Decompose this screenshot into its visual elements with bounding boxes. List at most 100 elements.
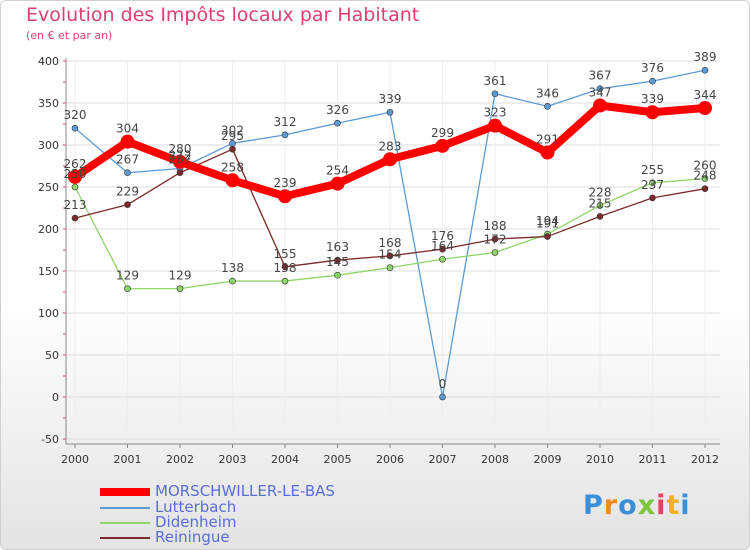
legend-label-reiningue: Reiningue (155, 528, 230, 546)
data-label: 346 (536, 86, 559, 100)
x-tick-label: 2006 (376, 453, 404, 466)
data-point (229, 277, 236, 285)
data-point (701, 185, 709, 192)
data-point (334, 256, 341, 264)
data-label: 339 (379, 92, 402, 106)
data-point (645, 105, 660, 120)
data-label: 304 (116, 122, 139, 136)
x-tick-label: 2011 (639, 453, 667, 466)
data-label: 302 (221, 123, 244, 137)
data-label: 367 (589, 69, 612, 83)
data-label: 155 (274, 247, 297, 261)
data-point (593, 98, 607, 113)
data-point (439, 245, 446, 253)
data-label: 129 (116, 269, 139, 283)
data-label: 250 (64, 167, 87, 181)
x-tick-label: 2012 (691, 453, 719, 466)
data-label: 389 (694, 50, 717, 64)
y-tick-label: 200 (38, 223, 59, 236)
data-label: 295 (221, 129, 244, 143)
x-tick-label: 2001 (114, 453, 142, 466)
data-point (124, 201, 131, 208)
data-label: 267 (169, 153, 192, 167)
data-point (124, 169, 131, 177)
y-tick-label: -50 (41, 433, 59, 446)
data-point (225, 173, 240, 188)
data-point (278, 189, 292, 204)
y-tick-label: 0 (52, 391, 59, 404)
data-label: 291 (536, 133, 559, 147)
data-point (491, 235, 499, 243)
data-point (386, 252, 394, 260)
data-label: 138 (274, 261, 297, 275)
data-label: 323 (484, 106, 507, 120)
data-point (330, 176, 345, 191)
legend-swatch-didenheim (100, 522, 150, 524)
data-label: 272 (169, 149, 192, 163)
y-tick-label: 100 (38, 307, 59, 320)
data-label: 267 (116, 153, 139, 167)
logo-letter: x (637, 490, 657, 521)
data-point (68, 169, 82, 184)
data-point (544, 233, 551, 240)
data-point (596, 202, 604, 209)
data-label: 344 (694, 88, 717, 102)
data-point (229, 145, 236, 153)
chart-title: Evolution des Impôts locaux par Habitant (26, 4, 420, 26)
data-point (544, 103, 551, 110)
data-point (71, 214, 79, 222)
data-label: 361 (484, 74, 507, 88)
data-label: 260 (694, 159, 717, 173)
legend-swatch-reiningue (100, 537, 150, 539)
data-point (386, 264, 394, 271)
data-point (281, 131, 289, 139)
x-tick-label: 2005 (324, 453, 352, 466)
data-label: 283 (379, 139, 402, 153)
data-point (698, 101, 712, 116)
data-point (596, 85, 604, 93)
x-tick-label: 2010 (586, 453, 614, 466)
logo-letter: r (603, 490, 619, 521)
x-tick-label: 2007 (429, 453, 457, 466)
data-label: 164 (431, 239, 454, 253)
data-point (281, 277, 289, 285)
logo-letter: o (618, 490, 638, 521)
data-label: 258 (221, 160, 244, 174)
data-label: 163 (326, 240, 349, 254)
data-point (334, 271, 341, 279)
data-label: 172 (484, 233, 507, 247)
data-label: 0 (439, 377, 447, 391)
proxiti-logo: Proxiti (583, 490, 691, 521)
data-label: 339 (641, 92, 664, 106)
x-tick-label: 2002 (166, 453, 194, 466)
data-point (649, 77, 656, 85)
chart-subtitle: (en € et par an) (26, 29, 113, 42)
data-point (71, 124, 79, 132)
data-point (701, 66, 709, 74)
data-point (281, 263, 289, 271)
logo-letter: t (666, 490, 681, 521)
data-label: 213 (64, 198, 87, 212)
data-point (71, 183, 79, 191)
data-point (540, 145, 555, 160)
data-label: 347 (589, 86, 612, 100)
data-label: 299 (431, 126, 454, 140)
x-tick-label: 2008 (481, 453, 509, 466)
data-point (596, 213, 604, 220)
data-label: 376 (641, 61, 664, 75)
y-tick-label: 300 (38, 139, 59, 152)
data-label: 312 (274, 115, 297, 129)
logo-letter: P (583, 490, 604, 521)
data-point (386, 108, 394, 116)
data-label: 228 (589, 185, 612, 199)
data-label: 191 (536, 217, 559, 231)
data-label: 326 (326, 103, 349, 117)
data-point (491, 249, 499, 256)
data-point (649, 179, 656, 187)
data-point (124, 285, 131, 292)
data-point (439, 393, 446, 401)
legend-label-morschwiller: MORSCHWILLER-LE-BAS (155, 482, 335, 500)
data-point (435, 138, 450, 153)
